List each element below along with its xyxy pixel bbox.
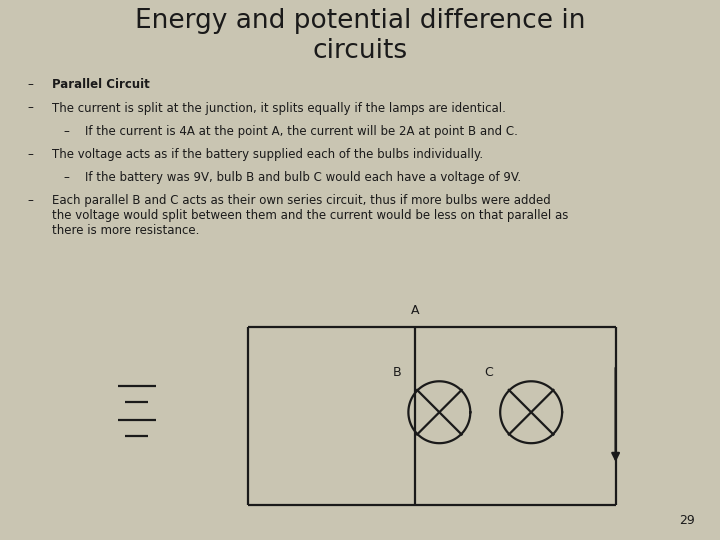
Text: Parallel Circuit: Parallel Circuit — [52, 78, 150, 91]
Text: C: C — [485, 366, 493, 379]
Text: –: – — [27, 78, 33, 91]
Text: If the battery was 9V, bulb B and bulb C would each have a voltage of 9V.: If the battery was 9V, bulb B and bulb C… — [85, 171, 521, 184]
Text: 29: 29 — [679, 514, 695, 526]
Text: –: – — [63, 171, 69, 184]
Text: Energy and potential difference in: Energy and potential difference in — [135, 8, 585, 34]
Text: –: – — [63, 125, 69, 138]
Text: circuits: circuits — [312, 38, 408, 64]
Text: –: – — [27, 148, 33, 161]
Text: A: A — [411, 304, 420, 317]
Text: If the current is 4A at the point A, the current will be 2A at point B and C.: If the current is 4A at the point A, the… — [85, 125, 518, 138]
Text: The voltage acts as if the battery supplied each of the bulbs individually.: The voltage acts as if the battery suppl… — [52, 148, 483, 161]
Text: –: – — [27, 194, 33, 207]
Text: The current is split at the junction, it splits equally if the lamps are identic: The current is split at the junction, it… — [52, 102, 505, 114]
Text: B: B — [392, 366, 401, 379]
Text: Each parallel B and C acts as their own series circuit, thus if more bulbs were : Each parallel B and C acts as their own … — [52, 194, 568, 238]
Text: –: – — [27, 102, 33, 114]
